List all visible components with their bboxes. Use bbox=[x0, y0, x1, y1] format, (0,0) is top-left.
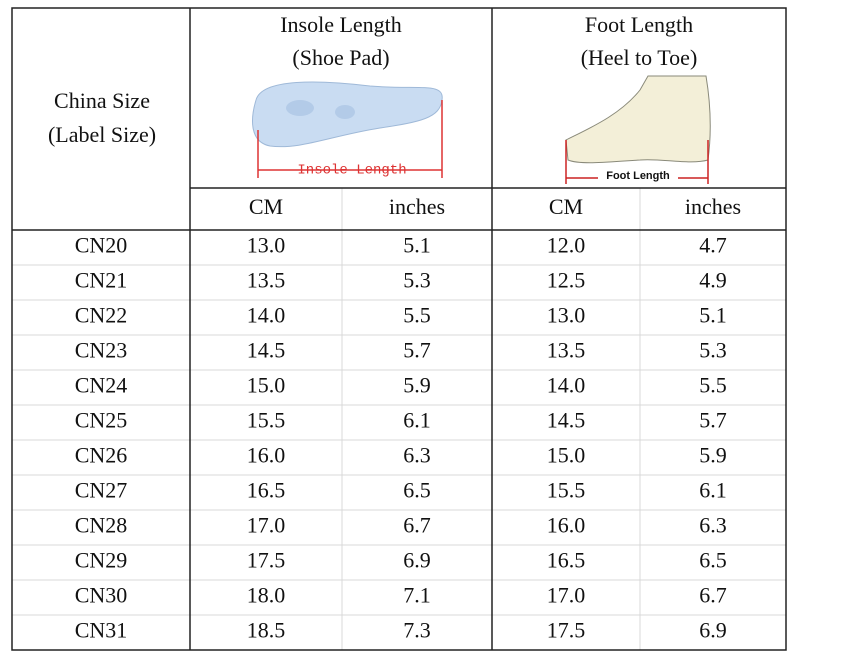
cell: 6.5 bbox=[699, 548, 727, 573]
unit-header: CM bbox=[249, 194, 283, 219]
foot-image-label: Foot Length bbox=[606, 170, 670, 182]
cell: CN30 bbox=[75, 583, 128, 608]
cell: 17.5 bbox=[247, 548, 286, 573]
cell: 13.0 bbox=[247, 233, 286, 258]
cell: CN20 bbox=[75, 233, 128, 258]
cell: CN28 bbox=[75, 513, 128, 538]
header-text: (Label Size) bbox=[48, 122, 156, 147]
unit-header: inches bbox=[685, 194, 741, 219]
header-text: (Shoe Pad) bbox=[292, 45, 389, 70]
cell: 5.9 bbox=[699, 443, 727, 468]
cell: 6.5 bbox=[403, 478, 431, 503]
cell: 14.0 bbox=[547, 373, 586, 398]
cell: 6.3 bbox=[403, 443, 431, 468]
cell: 5.1 bbox=[403, 233, 431, 258]
cell: 17.0 bbox=[247, 513, 286, 538]
table-border bbox=[11, 7, 787, 651]
cell: 5.1 bbox=[699, 303, 727, 328]
cell: 17.0 bbox=[547, 583, 586, 608]
cell: CN23 bbox=[75, 338, 128, 363]
cell: 18.5 bbox=[247, 618, 286, 643]
cell: 4.7 bbox=[699, 233, 727, 258]
unit-header: inches bbox=[389, 194, 445, 219]
cell: 5.3 bbox=[699, 338, 727, 363]
cell: 6.7 bbox=[403, 513, 431, 538]
cell: 4.9 bbox=[699, 268, 727, 293]
cell: 7.1 bbox=[403, 583, 431, 608]
header-text: China Size bbox=[54, 88, 150, 113]
cell: 14.0 bbox=[247, 303, 286, 328]
cell: 5.7 bbox=[403, 338, 431, 363]
header-text: (Heel to Toe) bbox=[581, 45, 698, 70]
cell: 17.5 bbox=[547, 618, 586, 643]
insole-image-label: Insole Length bbox=[297, 163, 406, 179]
cell: 14.5 bbox=[247, 338, 286, 363]
cell: CN26 bbox=[75, 443, 128, 468]
cell: 16.5 bbox=[547, 548, 586, 573]
cell: 5.3 bbox=[403, 268, 431, 293]
cell: 16.0 bbox=[247, 443, 286, 468]
cell: 13.0 bbox=[547, 303, 586, 328]
cell: 5.5 bbox=[403, 303, 431, 328]
cell: CN22 bbox=[75, 303, 128, 328]
cell: 16.0 bbox=[547, 513, 586, 538]
cell: 7.3 bbox=[403, 618, 431, 643]
cell: 15.5 bbox=[547, 478, 586, 503]
cell: 6.9 bbox=[699, 618, 727, 643]
cell: 13.5 bbox=[547, 338, 586, 363]
cell: CN31 bbox=[75, 618, 128, 643]
cell: 5.9 bbox=[403, 373, 431, 398]
cell: 5.5 bbox=[699, 373, 727, 398]
cell: 6.1 bbox=[699, 478, 727, 503]
cell: 12.0 bbox=[547, 233, 586, 258]
cell: 14.5 bbox=[547, 408, 586, 433]
insole-image: Insole Length bbox=[252, 81, 443, 179]
cell: 13.5 bbox=[247, 268, 286, 293]
cell: 6.7 bbox=[699, 583, 727, 608]
cell: 5.7 bbox=[699, 408, 727, 433]
cell: CN21 bbox=[75, 268, 128, 293]
cell: 15.0 bbox=[247, 373, 286, 398]
foot-image: Foot Length bbox=[565, 75, 711, 184]
cell: CN25 bbox=[75, 408, 128, 433]
header-text: Insole Length bbox=[280, 12, 402, 37]
cell: 6.3 bbox=[699, 513, 727, 538]
cell: 6.1 bbox=[403, 408, 431, 433]
cell: 6.9 bbox=[403, 548, 431, 573]
header-text: Foot Length bbox=[585, 12, 693, 37]
cell: CN24 bbox=[75, 373, 128, 398]
cell: 15.5 bbox=[247, 408, 286, 433]
cell: CN29 bbox=[75, 548, 128, 573]
unit-header: CM bbox=[549, 194, 583, 219]
cell: 16.5 bbox=[247, 478, 286, 503]
cell: 15.0 bbox=[547, 443, 586, 468]
cell: 18.0 bbox=[247, 583, 286, 608]
cell: CN27 bbox=[75, 478, 128, 503]
cell: 12.5 bbox=[547, 268, 586, 293]
